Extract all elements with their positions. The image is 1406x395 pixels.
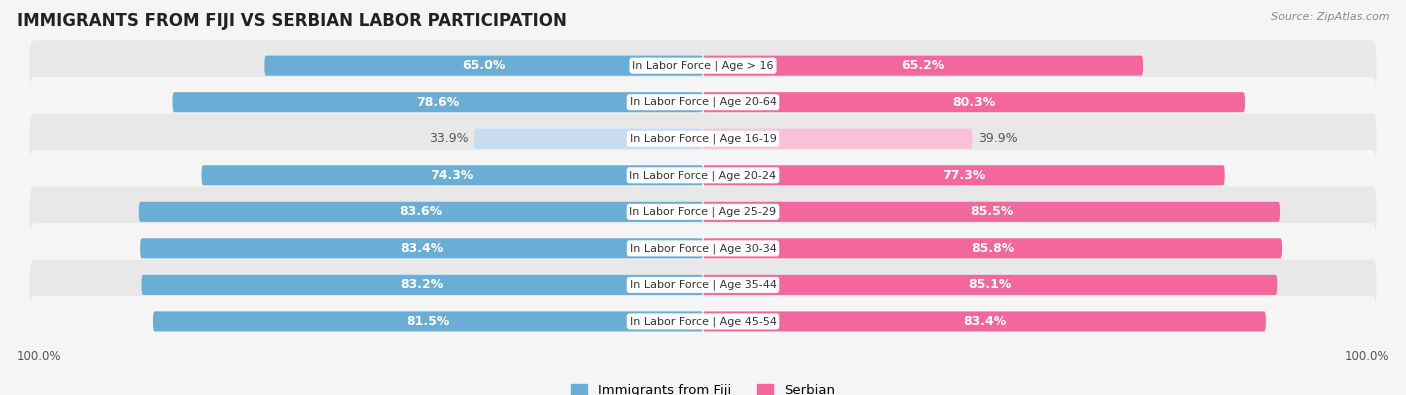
FancyBboxPatch shape: [703, 311, 1265, 331]
Text: In Labor Force | Age 45-54: In Labor Force | Age 45-54: [630, 316, 776, 327]
Text: 33.9%: 33.9%: [429, 132, 468, 145]
FancyBboxPatch shape: [264, 56, 703, 76]
Text: 85.8%: 85.8%: [972, 242, 1014, 255]
Text: In Labor Force | Age > 16: In Labor Force | Age > 16: [633, 60, 773, 71]
FancyBboxPatch shape: [703, 129, 973, 149]
Text: 65.0%: 65.0%: [463, 59, 505, 72]
Text: 83.2%: 83.2%: [401, 278, 444, 292]
FancyBboxPatch shape: [30, 77, 1376, 128]
Text: 80.3%: 80.3%: [952, 96, 995, 109]
FancyBboxPatch shape: [703, 238, 1282, 258]
Text: 78.6%: 78.6%: [416, 96, 460, 109]
FancyBboxPatch shape: [30, 223, 1376, 274]
FancyBboxPatch shape: [30, 40, 1376, 91]
FancyBboxPatch shape: [703, 92, 1244, 112]
FancyBboxPatch shape: [30, 186, 1376, 237]
FancyBboxPatch shape: [153, 311, 703, 331]
FancyBboxPatch shape: [142, 275, 703, 295]
FancyBboxPatch shape: [703, 202, 1279, 222]
Text: Source: ZipAtlas.com: Source: ZipAtlas.com: [1271, 12, 1389, 22]
Text: IMMIGRANTS FROM FIJI VS SERBIAN LABOR PARTICIPATION: IMMIGRANTS FROM FIJI VS SERBIAN LABOR PA…: [17, 12, 567, 30]
FancyBboxPatch shape: [703, 165, 1225, 185]
Text: 83.4%: 83.4%: [399, 242, 443, 255]
Text: 65.2%: 65.2%: [901, 59, 945, 72]
FancyBboxPatch shape: [703, 56, 1143, 76]
FancyBboxPatch shape: [30, 113, 1376, 164]
FancyBboxPatch shape: [141, 238, 703, 258]
FancyBboxPatch shape: [703, 275, 1277, 295]
Text: 100.0%: 100.0%: [1344, 350, 1389, 363]
Text: In Labor Force | Age 35-44: In Labor Force | Age 35-44: [630, 280, 776, 290]
Legend: Immigrants from Fiji, Serbian: Immigrants from Fiji, Serbian: [571, 384, 835, 395]
FancyBboxPatch shape: [30, 296, 1376, 347]
FancyBboxPatch shape: [173, 92, 703, 112]
FancyBboxPatch shape: [474, 129, 703, 149]
Text: In Labor Force | Age 30-34: In Labor Force | Age 30-34: [630, 243, 776, 254]
FancyBboxPatch shape: [139, 202, 703, 222]
Text: 85.5%: 85.5%: [970, 205, 1014, 218]
Text: 100.0%: 100.0%: [17, 350, 62, 363]
Text: In Labor Force | Age 20-24: In Labor Force | Age 20-24: [630, 170, 776, 181]
Text: In Labor Force | Age 25-29: In Labor Force | Age 25-29: [630, 207, 776, 217]
FancyBboxPatch shape: [30, 150, 1376, 201]
FancyBboxPatch shape: [201, 165, 703, 185]
Text: 81.5%: 81.5%: [406, 315, 450, 328]
Text: 83.4%: 83.4%: [963, 315, 1007, 328]
Text: 77.3%: 77.3%: [942, 169, 986, 182]
Text: In Labor Force | Age 20-64: In Labor Force | Age 20-64: [630, 97, 776, 107]
Text: 85.1%: 85.1%: [969, 278, 1012, 292]
Text: 83.6%: 83.6%: [399, 205, 443, 218]
FancyBboxPatch shape: [30, 260, 1376, 310]
Text: 39.9%: 39.9%: [977, 132, 1018, 145]
Text: In Labor Force | Age 16-19: In Labor Force | Age 16-19: [630, 134, 776, 144]
Text: 74.3%: 74.3%: [430, 169, 474, 182]
